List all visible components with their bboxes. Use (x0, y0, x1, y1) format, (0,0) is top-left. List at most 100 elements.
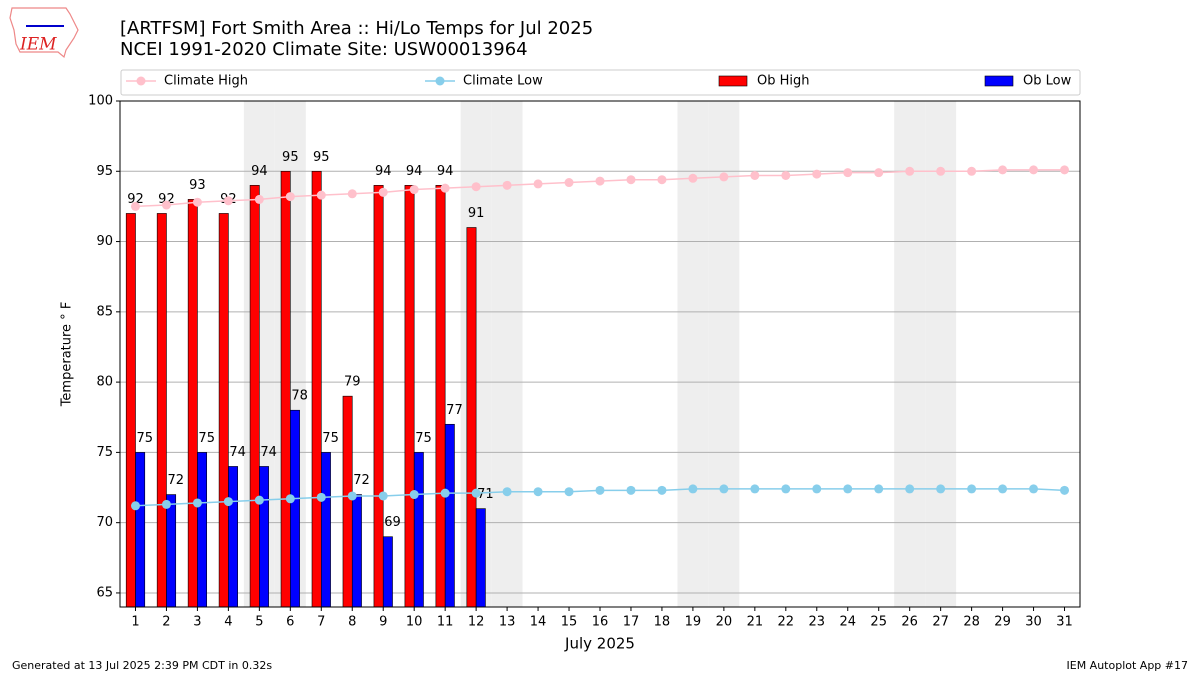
x-tick-label: 15 (561, 615, 578, 630)
x-tick-label: 8 (348, 615, 356, 630)
line-marker (967, 484, 977, 494)
x-tick-label: 28 (963, 615, 980, 630)
line-marker (285, 192, 295, 202)
line-marker (936, 484, 946, 494)
line-marker (905, 166, 915, 176)
line-marker (1060, 165, 1070, 175)
line-marker (781, 484, 791, 494)
y-tick-label: 95 (96, 164, 113, 179)
legend-marker (136, 76, 146, 86)
x-tick-label: 9 (379, 615, 387, 630)
bar-value-label: 94 (375, 164, 392, 179)
x-tick-label: 21 (747, 615, 764, 630)
bar-value-label: 93 (189, 178, 206, 193)
bar-value-label: 95 (282, 150, 299, 165)
line-marker (874, 484, 884, 494)
line-marker (998, 165, 1008, 175)
bar (249, 185, 260, 608)
line-marker (595, 485, 605, 495)
line-marker (626, 175, 636, 185)
x-tick-label: 4 (224, 615, 232, 630)
legend-swatch (718, 75, 748, 87)
y-tick-label: 100 (88, 94, 113, 109)
x-tick-label: 2 (162, 615, 170, 630)
weekend-shade (894, 101, 926, 607)
bar (466, 227, 477, 608)
line-marker (130, 501, 140, 511)
bar-value-label: 95 (313, 150, 330, 165)
x-tick-label: 22 (778, 615, 795, 630)
line-marker (657, 485, 667, 495)
line-marker (409, 185, 419, 195)
line-marker (688, 484, 698, 494)
x-tick-label: 19 (685, 615, 702, 630)
line-marker (533, 179, 543, 189)
line-marker (161, 200, 171, 210)
line-marker (1029, 165, 1039, 175)
bar-value-label: 94 (406, 164, 423, 179)
line-marker (161, 499, 171, 509)
bar-value-label: 74 (260, 445, 277, 460)
line-marker (750, 170, 760, 180)
legend-label: Climate High (164, 74, 248, 89)
legend-label: Ob High (757, 74, 810, 89)
plot-frame (119, 100, 1081, 608)
chart-title: [ARTFSM] Fort Smith Area :: Hi/Lo Temps … (120, 18, 593, 39)
bar (218, 213, 229, 608)
bar-value-label: 71 (477, 487, 494, 502)
bar-value-label: 79 (344, 375, 361, 390)
bar (404, 185, 415, 608)
x-tick-label: 29 (994, 615, 1011, 630)
x-tick-label: 6 (286, 615, 294, 630)
line-marker (192, 197, 202, 207)
y-tick-label: 90 (96, 234, 113, 249)
footer-right: IEM Autoplot App #17 (1067, 659, 1189, 672)
line-marker (471, 182, 481, 192)
x-tick-label: 7 (317, 615, 325, 630)
bar (135, 452, 146, 608)
bar (435, 185, 446, 608)
x-tick-label: 10 (406, 615, 423, 630)
x-tick-label: 25 (870, 615, 887, 630)
x-tick-label: 13 (499, 615, 516, 630)
line-marker (564, 487, 574, 497)
bar-value-label: 75 (415, 431, 432, 446)
x-tick-label: 27 (932, 615, 949, 630)
bar-value-label: 78 (291, 389, 308, 404)
bar-value-label: 75 (198, 431, 215, 446)
line-marker (130, 201, 140, 211)
bar (125, 213, 136, 608)
bar-value-label: 92 (127, 192, 144, 207)
x-tick-label: 5 (255, 615, 263, 630)
bar (166, 494, 177, 608)
weekend-shade (491, 101, 523, 607)
y-tick-label: 80 (96, 375, 113, 390)
bar (156, 213, 167, 608)
logo: IEM (9, 7, 79, 59)
line-marker (874, 168, 884, 178)
line-marker (595, 176, 605, 186)
bar-value-label: 94 (437, 164, 454, 179)
legend-swatch (984, 75, 1014, 87)
bar (342, 395, 353, 608)
legend-label: Ob Low (1023, 74, 1072, 89)
line-marker (409, 490, 419, 500)
x-tick-label: 30 (1025, 615, 1042, 630)
legend-marker (435, 76, 445, 86)
bar (351, 494, 362, 608)
logo-text: IEM (19, 35, 57, 55)
line-marker (657, 175, 667, 185)
x-tick-label: 20 (716, 615, 733, 630)
line-marker (936, 166, 946, 176)
line-marker (719, 172, 729, 182)
line-marker (626, 485, 636, 495)
x-tick-label: 3 (193, 615, 201, 630)
line-marker (905, 484, 915, 494)
chart-subtitle: NCEI 1991-2020 Climate Site: USW00013964 (120, 39, 528, 60)
line-marker (471, 488, 481, 498)
bar (280, 170, 291, 608)
line-marker (812, 484, 822, 494)
bar (413, 452, 424, 608)
line-marker (192, 498, 202, 508)
